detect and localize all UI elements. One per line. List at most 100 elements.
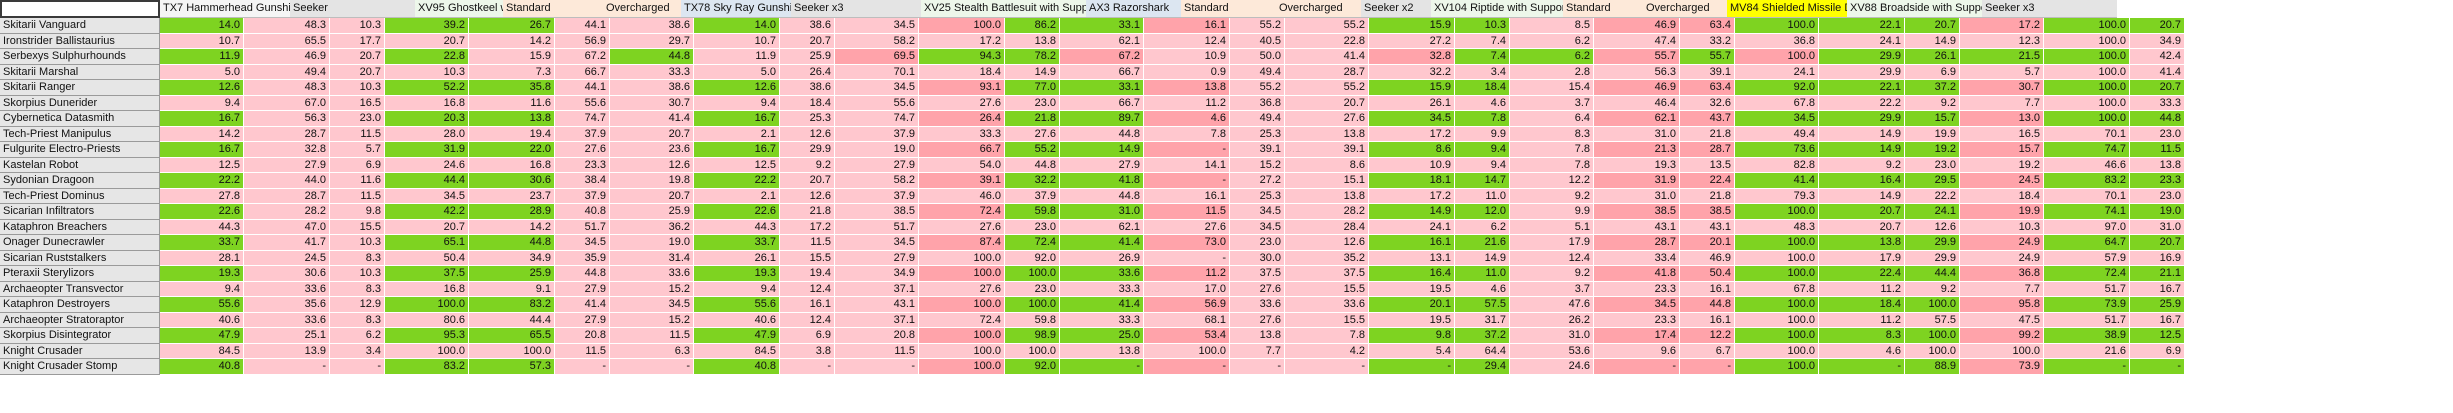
data-cell[interactable]: 34.5 bbox=[1735, 111, 1819, 127]
data-cell[interactable]: 29.9 bbox=[1819, 49, 1905, 65]
data-cell[interactable]: 10.3 bbox=[330, 18, 385, 34]
data-cell[interactable]: 21.5 bbox=[1960, 49, 2044, 65]
row-label[interactable]: Kataphron Breachers bbox=[0, 219, 160, 235]
data-cell[interactable]: 20.7 bbox=[2130, 80, 2185, 96]
data-cell[interactable]: 19.3 bbox=[1594, 157, 1680, 173]
data-cell[interactable]: 27.2 bbox=[1369, 33, 1455, 49]
data-cell[interactable]: 32.8 bbox=[1369, 49, 1455, 65]
data-cell[interactable]: 7.7 bbox=[1230, 343, 1285, 359]
data-cell[interactable]: 99.2 bbox=[1960, 328, 2044, 344]
data-cell[interactable]: 4.6 bbox=[1455, 95, 1510, 111]
data-cell[interactable]: 40.6 bbox=[160, 312, 244, 328]
data-cell[interactable]: 73.0 bbox=[1144, 235, 1230, 251]
data-cell[interactable]: 41.7 bbox=[244, 235, 330, 251]
data-cell[interactable]: 55.7 bbox=[1680, 49, 1735, 65]
data-cell[interactable]: 12.6 bbox=[160, 80, 244, 96]
data-cell[interactable]: - bbox=[835, 359, 919, 375]
data-cell[interactable]: 29.9 bbox=[1819, 64, 1905, 80]
data-cell[interactable]: 11.9 bbox=[160, 49, 244, 65]
data-cell[interactable]: 26.4 bbox=[780, 64, 835, 80]
data-cell[interactable]: 20.1 bbox=[1680, 235, 1735, 251]
data-cell[interactable]: 22.0 bbox=[469, 142, 555, 158]
data-cell[interactable]: 15.5 bbox=[780, 250, 835, 266]
data-cell[interactable]: 12.6 bbox=[1905, 219, 1960, 235]
data-cell[interactable]: 100.0 bbox=[919, 328, 1005, 344]
data-cell[interactable]: 37.1 bbox=[835, 281, 919, 297]
data-cell[interactable]: 16.8 bbox=[469, 157, 555, 173]
data-cell[interactable]: 68.1 bbox=[1144, 312, 1230, 328]
data-cell[interactable]: 27.8 bbox=[160, 188, 244, 204]
data-cell[interactable]: - bbox=[1144, 359, 1230, 375]
data-cell[interactable]: 27.6 bbox=[919, 281, 1005, 297]
data-cell[interactable]: - bbox=[1594, 359, 1680, 375]
row-label[interactable]: Skitarii Marshal bbox=[0, 64, 160, 80]
data-cell[interactable]: 30.7 bbox=[610, 95, 694, 111]
data-cell[interactable]: 95.8 bbox=[1960, 297, 2044, 313]
data-cell[interactable]: 13.5 bbox=[1680, 157, 1735, 173]
data-cell[interactable]: 7.7 bbox=[1960, 281, 2044, 297]
data-cell[interactable]: 44.1 bbox=[555, 18, 610, 34]
data-cell[interactable]: 69.5 bbox=[835, 49, 919, 65]
data-cell[interactable]: 14.2 bbox=[160, 126, 244, 142]
data-cell[interactable]: 14.0 bbox=[160, 18, 244, 34]
data-cell[interactable]: 29.9 bbox=[1905, 250, 1960, 266]
data-cell[interactable]: 64.4 bbox=[1455, 343, 1510, 359]
data-cell[interactable]: - bbox=[1680, 359, 1735, 375]
data-cell[interactable]: 12.4 bbox=[1510, 250, 1594, 266]
data-cell[interactable]: 2.1 bbox=[694, 188, 780, 204]
data-cell[interactable]: 10.9 bbox=[1369, 157, 1455, 173]
data-cell[interactable]: 100.0 bbox=[2044, 111, 2130, 127]
data-cell[interactable]: 18.1 bbox=[1369, 173, 1455, 189]
data-cell[interactable]: 4.6 bbox=[1144, 111, 1230, 127]
data-cell[interactable]: 11.5 bbox=[780, 235, 835, 251]
data-cell[interactable]: 22.8 bbox=[1285, 33, 1369, 49]
data-cell[interactable]: 100.0 bbox=[469, 343, 555, 359]
data-cell[interactable]: 23.0 bbox=[2130, 126, 2185, 142]
data-cell[interactable]: 10.3 bbox=[1455, 18, 1510, 34]
data-cell[interactable]: 57.3 bbox=[469, 359, 555, 375]
data-cell[interactable]: 22.2 bbox=[160, 173, 244, 189]
data-cell[interactable]: 16.7 bbox=[694, 111, 780, 127]
data-cell[interactable]: 4.6 bbox=[1819, 343, 1905, 359]
data-cell[interactable]: 3.4 bbox=[330, 343, 385, 359]
data-cell[interactable]: 25.1 bbox=[244, 328, 330, 344]
data-cell[interactable]: 5.7 bbox=[1960, 64, 2044, 80]
data-cell[interactable]: 39.1 bbox=[1285, 142, 1369, 158]
data-cell[interactable]: 55.2 bbox=[1230, 18, 1285, 34]
column-header[interactable]: TX78 Sky Ray Gunship bbox=[681, 0, 791, 18]
data-cell[interactable]: 34.9 bbox=[835, 266, 919, 282]
data-cell[interactable]: 31.0 bbox=[1060, 204, 1144, 220]
data-cell[interactable]: 54.0 bbox=[919, 157, 1005, 173]
data-cell[interactable]: 3.7 bbox=[1510, 281, 1594, 297]
data-cell[interactable]: 65.5 bbox=[244, 33, 330, 49]
data-cell[interactable]: 11.0 bbox=[1455, 188, 1510, 204]
data-cell[interactable]: 28.7 bbox=[244, 188, 330, 204]
data-cell[interactable]: 74.7 bbox=[835, 111, 919, 127]
data-cell[interactable]: 82.8 bbox=[1735, 157, 1819, 173]
data-cell[interactable]: 24.5 bbox=[244, 250, 330, 266]
data-cell[interactable]: 9.4 bbox=[160, 281, 244, 297]
data-cell[interactable]: 51.7 bbox=[2044, 281, 2130, 297]
data-cell[interactable]: 23.0 bbox=[1230, 235, 1285, 251]
data-cell[interactable]: 19.3 bbox=[160, 266, 244, 282]
data-cell[interactable]: 34.5 bbox=[835, 18, 919, 34]
data-cell[interactable]: 48.3 bbox=[244, 80, 330, 96]
data-cell[interactable]: 50.4 bbox=[385, 250, 469, 266]
data-cell[interactable]: 16.1 bbox=[1680, 312, 1735, 328]
data-cell[interactable]: - bbox=[1060, 359, 1144, 375]
data-cell[interactable]: 22.6 bbox=[160, 204, 244, 220]
data-cell[interactable]: 11.5 bbox=[330, 188, 385, 204]
data-cell[interactable]: 49.4 bbox=[1230, 64, 1285, 80]
data-cell[interactable]: 56.9 bbox=[1144, 297, 1230, 313]
data-cell[interactable]: 29.9 bbox=[780, 142, 835, 158]
data-cell[interactable]: 14.9 bbox=[1005, 64, 1060, 80]
data-cell[interactable]: 32.8 bbox=[244, 142, 330, 158]
data-cell[interactable]: - bbox=[2044, 359, 2130, 375]
data-cell[interactable]: 34.5 bbox=[1594, 297, 1680, 313]
data-cell[interactable]: 9.2 bbox=[1905, 95, 1960, 111]
data-cell[interactable]: 57.5 bbox=[1905, 312, 1960, 328]
data-cell[interactable]: 17.2 bbox=[1369, 126, 1455, 142]
data-cell[interactable]: 44.8 bbox=[469, 235, 555, 251]
data-cell[interactable]: 100.0 bbox=[2044, 95, 2130, 111]
data-cell[interactable]: 78.2 bbox=[1005, 49, 1060, 65]
